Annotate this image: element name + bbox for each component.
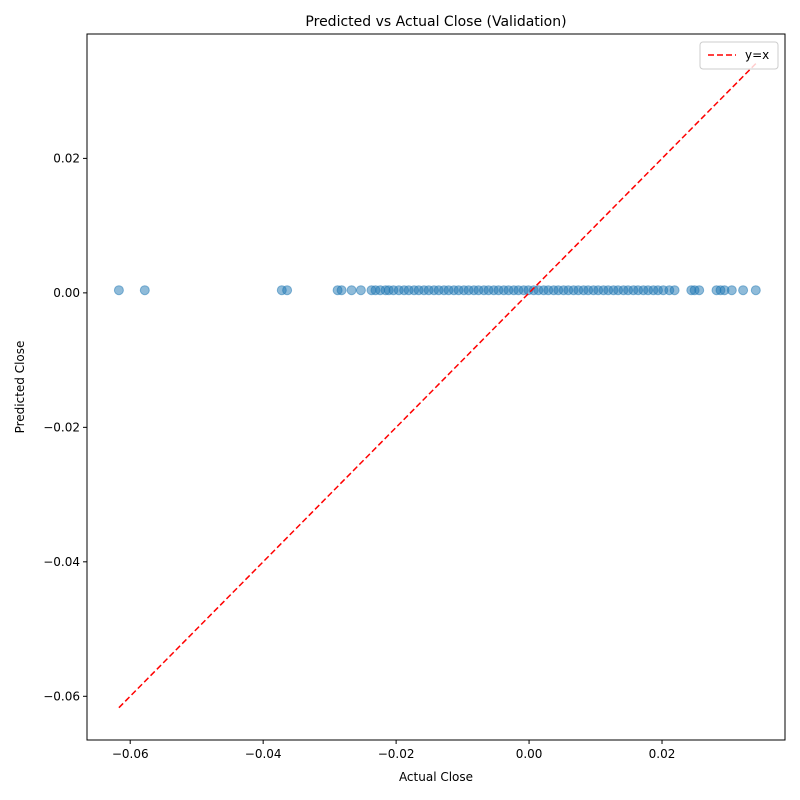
- x-tick-label: −0.06: [112, 747, 149, 761]
- scatter-point: [355, 285, 366, 296]
- x-tick-label: −0.02: [378, 747, 415, 761]
- chart-title: Predicted vs Actual Close (Validation): [305, 14, 566, 30]
- x-axis-label: Actual Close: [399, 770, 473, 784]
- x-tick-label: 0.00: [516, 747, 543, 761]
- y-tick-label: −0.02: [43, 420, 80, 434]
- scatter-point: [694, 285, 705, 296]
- x-axis-ticks: −0.06 −0.04 −0.02 0.00 0.02: [112, 740, 676, 761]
- y-axis-label: Predicted Close: [13, 341, 27, 434]
- scatter-point: [738, 285, 749, 296]
- scatter-point: [346, 285, 357, 296]
- plot-frame: [86, 33, 786, 741]
- scatter-points: [113, 285, 761, 296]
- x-tick-label: 0.02: [649, 747, 676, 761]
- y-tick-label: 0.02: [53, 151, 80, 165]
- y-tick-label: −0.06: [43, 689, 80, 703]
- scatter-point: [726, 285, 737, 296]
- legend-label-y-equals-x: y=x: [745, 48, 769, 62]
- scatter-point: [139, 285, 150, 296]
- y-tick-label: −0.04: [43, 555, 80, 569]
- scatter-point: [750, 285, 761, 296]
- scatter-point: [336, 285, 347, 296]
- legend-box: [699, 41, 779, 70]
- scatter-point: [113, 285, 124, 296]
- x-tick-label: −0.04: [245, 747, 282, 761]
- reference-line-y-equals-x: [118, 63, 757, 709]
- y-tick-label: 0.00: [53, 286, 80, 300]
- legend: y=x: [699, 41, 779, 70]
- scatter-point: [669, 285, 680, 296]
- plot-area: [86, 33, 786, 741]
- y-axis-ticks: −0.06 −0.04 −0.02 0.00 0.02: [43, 151, 87, 703]
- scatter-point: [282, 285, 293, 296]
